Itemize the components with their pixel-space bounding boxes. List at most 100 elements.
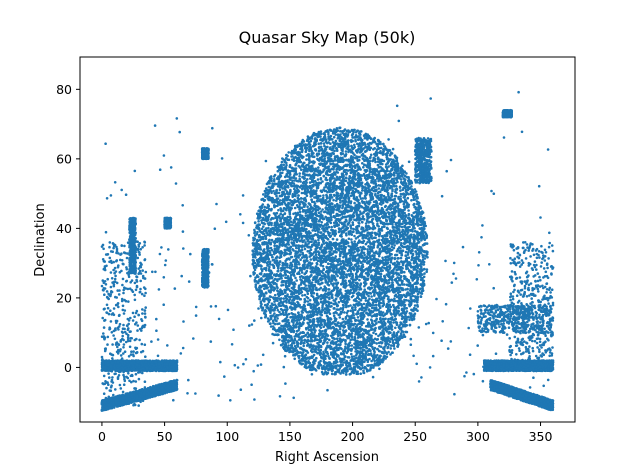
quasar-point (306, 205, 309, 208)
quasar-point (289, 245, 292, 249)
quasar-point (345, 234, 348, 237)
quasar-point (270, 238, 274, 242)
quasar-point (266, 248, 269, 251)
quasar-point (413, 304, 417, 307)
quasar-point (368, 170, 372, 174)
quasar-point (326, 262, 330, 266)
quasar-point (308, 255, 312, 258)
quasar-point (319, 359, 322, 363)
quasar-point (305, 227, 308, 231)
quasar-point (361, 348, 365, 352)
quasar-point (306, 178, 309, 181)
quasar-point (278, 338, 281, 342)
quasar-point (312, 257, 315, 260)
quasar-point (257, 275, 260, 279)
quasar-point (332, 314, 336, 318)
quasar-point (296, 196, 300, 200)
quasar-point (276, 317, 279, 320)
quasar-point (372, 331, 375, 335)
quasar-point (315, 334, 319, 338)
quasar-point (319, 194, 322, 198)
quasar-point (381, 329, 385, 333)
quasar-point (399, 247, 402, 250)
quasar-point (266, 260, 270, 264)
quasar-point (299, 197, 303, 200)
quasar-point (257, 279, 261, 283)
quasar-point (278, 260, 282, 263)
quasar-point (350, 347, 353, 351)
quasar-point (308, 298, 312, 302)
quasar-point (384, 357, 387, 360)
quasar-point (367, 294, 370, 298)
quasar-point (384, 259, 387, 263)
quasar-point (350, 238, 353, 241)
quasar-point (295, 159, 299, 163)
quasar-point (335, 238, 339, 241)
quasar-point (393, 297, 396, 301)
quasar-point (263, 205, 266, 209)
quasar-point (346, 356, 350, 359)
quasar-point (321, 342, 325, 346)
quasar-point (298, 263, 301, 266)
quasar-point (363, 163, 366, 167)
quasar-point (357, 264, 361, 268)
quasar-point (280, 160, 284, 164)
quasar-point (305, 344, 309, 347)
quasar-point (367, 286, 370, 290)
quasar-point (410, 199, 413, 202)
quasar-point (394, 194, 398, 198)
quasar-point (358, 354, 361, 358)
quasar-point (287, 344, 290, 347)
quasar-point (311, 333, 315, 336)
quasar-point (262, 193, 265, 196)
quasar-point (395, 249, 399, 253)
quasar-point (412, 233, 416, 237)
quasar-point (264, 195, 267, 198)
quasar-point (299, 351, 302, 354)
quasar-point (386, 151, 390, 155)
quasar-point (399, 178, 403, 181)
quasar-point (379, 345, 383, 349)
quasar-point (331, 162, 335, 165)
quasar-point (336, 171, 340, 174)
quasar-point (348, 219, 352, 223)
quasar-point (349, 304, 352, 307)
quasar-point (379, 146, 383, 150)
quasar-point (372, 364, 375, 368)
quasar-point (309, 270, 313, 274)
quasar-point (273, 178, 276, 181)
quasar-point (394, 326, 397, 330)
quasar-point (290, 320, 294, 323)
quasar-point (291, 260, 295, 263)
quasar-point (335, 337, 339, 341)
quasar-point (328, 344, 332, 348)
quasar-point (365, 178, 368, 181)
quasar-point (399, 197, 403, 201)
quasar-point (399, 195, 402, 198)
quasar-point (267, 226, 270, 230)
quasar-point (293, 187, 296, 191)
quasar-point (322, 142, 326, 145)
quasar-point (425, 268, 429, 271)
quasar-point (262, 225, 265, 228)
quasar-point (305, 295, 309, 299)
quasar-point (332, 135, 336, 139)
quasar-point (344, 342, 347, 346)
quasar-point (354, 265, 358, 268)
quasar-point (355, 211, 358, 214)
quasar-point (421, 263, 425, 266)
quasar-point (368, 156, 372, 160)
quasar-point (399, 256, 403, 260)
quasar-point (278, 186, 282, 189)
quasar-point (264, 237, 268, 240)
quasar-point (335, 149, 339, 152)
quasar-point (339, 333, 342, 337)
quasar-point (298, 172, 302, 175)
quasar-point (292, 212, 295, 216)
quasar-point (422, 275, 426, 279)
quasar-point (402, 333, 406, 336)
quasar-point (287, 151, 291, 154)
quasar-point (387, 317, 390, 321)
quasar-point (399, 181, 403, 184)
quasar-point (361, 162, 364, 165)
